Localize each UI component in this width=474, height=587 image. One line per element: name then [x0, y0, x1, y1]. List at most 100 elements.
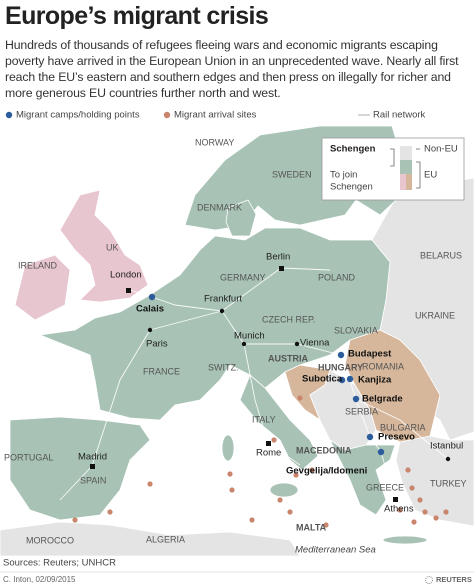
key-swatch	[400, 146, 412, 160]
arrival-site	[397, 507, 403, 513]
camp-markers	[148, 293, 385, 456]
camp-label: Presevo	[378, 432, 415, 443]
camp-label: Gevgelija/Idomeni	[286, 466, 367, 477]
camp-label: Kanjiza	[358, 375, 392, 386]
north-africa	[0, 521, 301, 557]
country-label: ITALY	[252, 414, 276, 424]
key-swatch	[400, 174, 406, 190]
country-label: GREECE	[366, 482, 404, 492]
key-label: Schengen	[330, 182, 373, 193]
title: Europe’s migrant crisis	[5, 2, 269, 30]
city-marker	[241, 341, 247, 347]
key-swatch	[406, 174, 412, 190]
sea-label: Mediterranean Sea	[295, 545, 376, 556]
country-label: SERBIA	[345, 406, 378, 416]
country-label: UKRAINE	[415, 310, 455, 320]
camp-marker	[346, 375, 354, 383]
key-label: To join	[330, 170, 357, 181]
city-marker	[219, 308, 225, 314]
country-label: MALTA	[296, 522, 327, 532]
country-label: MOROCCO	[26, 535, 74, 545]
arrival-site	[297, 395, 303, 401]
camp-marker	[377, 448, 385, 456]
country-label: SLOVAKIA	[334, 325, 378, 335]
country-label: ROMANIA	[362, 361, 404, 371]
arrival-site	[107, 509, 113, 515]
land	[0, 125, 474, 557]
key-label: EU	[424, 170, 437, 181]
brand-logo	[425, 576, 433, 584]
arrival-site	[422, 509, 428, 515]
country-label: BULGARIA	[380, 422, 426, 432]
country-label: BELARUS	[420, 250, 462, 260]
camp-marker	[352, 395, 360, 403]
city-markers	[90, 266, 451, 502]
sources: Sources: Reuters; UNHCR	[3, 558, 116, 569]
greece-land	[328, 438, 396, 516]
arrival-site	[443, 509, 449, 515]
city-label: Munich	[234, 331, 265, 342]
arrival-site	[72, 517, 78, 523]
camp-label: Budapest	[348, 349, 392, 360]
country-label: PORTUGAL	[4, 452, 53, 462]
city-label: Istanbul	[430, 441, 463, 452]
country-label: SPAIN	[80, 475, 106, 485]
country-label: GERMANY	[220, 272, 266, 282]
city-label: Rome	[256, 448, 281, 459]
denmark-land	[225, 199, 257, 237]
camp-label: Subotica	[302, 374, 343, 385]
iberia	[9, 416, 151, 521]
key-label: Non-EU	[424, 144, 458, 155]
country-label: NORWAY	[195, 137, 234, 147]
arrival-site	[229, 487, 235, 493]
key-bracket	[416, 161, 421, 189]
country-label: CZECH REP.	[262, 314, 315, 324]
camp-label: Calais	[136, 304, 164, 315]
country-label: UK	[106, 242, 119, 252]
country-label: ALGERIA	[146, 534, 185, 544]
country-label: SWITZ.	[208, 362, 239, 372]
rail-line	[59, 329, 151, 501]
key-label: Schengen	[330, 144, 376, 155]
camp-marker	[337, 351, 345, 359]
legend-swatch	[163, 111, 171, 119]
romania-bulgaria	[344, 329, 441, 443]
arrival-site	[433, 515, 439, 521]
key-box: Schengen Non-EU To join Schengen EU	[321, 137, 465, 201]
country-label: AUSTRIA	[268, 353, 308, 363]
great-britain	[59, 189, 149, 303]
country-label: TURKEY	[430, 478, 467, 488]
legend-label: Rail network	[373, 110, 426, 121]
arrival-site	[309, 467, 315, 473]
key-frame	[321, 137, 465, 201]
arrival-site	[417, 497, 423, 503]
camp-label: Belgrade	[362, 394, 403, 405]
sicily	[269, 482, 299, 498]
arrival-site	[287, 509, 293, 515]
city-label: Madrid	[78, 452, 107, 463]
country-label: FRANCE	[143, 366, 180, 376]
capital-marker	[393, 497, 398, 502]
arrival-site	[411, 519, 417, 525]
arrival-site	[147, 481, 153, 487]
city-label: Athens	[384, 504, 414, 515]
city-label: Paris	[146, 339, 168, 350]
city-label: Berlin	[266, 252, 290, 263]
key-swatch	[400, 160, 412, 174]
rail-line	[129, 267, 331, 312]
description: Hundreds of thousands of refugees fleein…	[5, 38, 459, 100]
legend-label: Migrant camps/holding points	[16, 110, 140, 121]
western-balkans	[309, 369, 377, 451]
arrival-site	[293, 472, 299, 478]
key-bracket	[390, 148, 395, 167]
italy-land	[239, 374, 319, 471]
rail-line	[355, 398, 449, 460]
capital-marker	[126, 288, 131, 293]
arrival-site	[409, 485, 415, 491]
city-marker	[445, 456, 451, 462]
arrival-site	[323, 522, 329, 528]
country-label: IRELAND	[18, 260, 58, 270]
city-label: London	[110, 270, 142, 281]
